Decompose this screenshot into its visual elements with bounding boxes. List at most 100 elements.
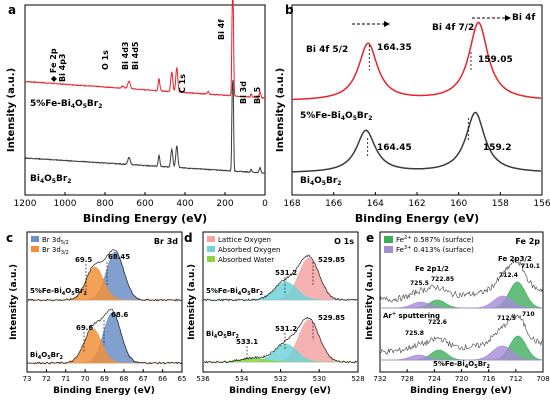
panel-c-legend-1: Br 3d5/2: [42, 236, 69, 246]
panel-a-xlabel: Binding Energy (eV): [83, 212, 207, 225]
panel-a-letter: a: [8, 3, 16, 17]
panel-c-title: Br 3d: [154, 237, 178, 246]
x-tick-label: 708: [536, 375, 549, 383]
panel-c-legend-swatch-1: [31, 236, 39, 242]
x-tick-label: 0: [262, 199, 268, 209]
x-tick-label: 1200: [14, 199, 37, 209]
x-tick-label: 200: [216, 199, 233, 209]
panel-a-annot-c1s: C 1s: [178, 74, 187, 93]
panel-c-label-pure: Bi4O5Br2: [30, 351, 63, 361]
panel-e-value-top-a: 725.5: [410, 280, 429, 287]
panel-d-value-pure-ab: 531.2: [275, 325, 297, 333]
panel-e-label-ar: Ar+ sputtering: [383, 311, 440, 320]
br-envelope-pure: [26, 308, 183, 365]
x-tick-label: 530: [313, 375, 326, 383]
o1s-envelope-fe: [202, 254, 359, 302]
panel-c-value-fe-b: 68.45: [108, 253, 130, 261]
panel-a: a 1200 1000 800 600 400 200 0 Binding Energy (…: [6, 0, 268, 225]
panel-e-xlabel: Binding Energy (eV): [410, 386, 512, 396]
panel-e-title: Fe 2p: [515, 237, 540, 246]
panel-e-label-p12: Fe 2p1/2: [415, 265, 449, 273]
panel-b-label-bi4f52: Bi 4f 5/2: [306, 45, 348, 55]
x-tick-label: 732: [373, 375, 386, 383]
panel-d-title: O 1s: [334, 237, 354, 246]
panel-b-xticks: 168 166 164 162 160 158 156: [283, 192, 550, 209]
panel-e-value-top-d: 710.1: [521, 263, 540, 270]
panel-d-xticks: 536 534 532 530 528: [196, 369, 365, 383]
panel-c-legend-swatch-2: [31, 246, 39, 252]
panel-e-value-bot-c: 712.5: [497, 315, 516, 322]
panel-a-ylabel: Intensity (a.u.): [6, 68, 17, 152]
panel-e-legend-swatch-2: [384, 246, 393, 253]
panel-c: c 73 72 71 70 69 68 67 66 65 Binding Energy (eV)…: [6, 231, 186, 396]
x-tick-label: 1000: [54, 199, 77, 209]
panel-b-value-fe-72: 159.05: [478, 55, 513, 65]
panel-a-pure-spectrum: [24, 79, 266, 174]
panel-a-annot-bi4f: Bi 4f: [217, 19, 226, 40]
fe2p-spectrum-top: [379, 257, 543, 303]
panel-a-annot-o1s: O 1s: [101, 50, 110, 70]
panel-d-peak-markers: [246, 262, 314, 360]
panel-d-label-pure: Bi4O5Br2: [206, 330, 239, 340]
x-tick-label: 72: [42, 375, 51, 383]
panel-e-value-bot-d: 710: [522, 311, 535, 318]
panel-e-label-fe: 5%Fe-Bi4O5Br2: [433, 360, 491, 370]
panel-d-fits: [202, 254, 359, 364]
fe2-fit-top-b: [380, 281, 544, 309]
panel-b-label-fe: 5%Fe-Bi4O5Br2: [300, 111, 372, 122]
panel-b-label-bi4f: Bi 4f: [512, 13, 535, 23]
panel-c-fits: [26, 249, 183, 365]
panel-b-arrow-head-1: [384, 21, 390, 27]
panel-d-value-pure-lat: 529.85: [318, 314, 345, 322]
panel-b-frame: [291, 4, 543, 196]
x-tick-label: 728: [400, 375, 413, 383]
fe3-fit-top-b: [380, 295, 543, 309]
x-tick-label: 600: [136, 199, 153, 209]
panel-a-annot-bi5: Bi 5: [253, 86, 262, 104]
panel-b: b 168 166 164 162 160 158 156 Binding Energy (…: [275, 3, 550, 225]
x-tick-label: 66: [158, 375, 167, 383]
o1s-envelope-pure: [202, 316, 359, 364]
panel-c-letter: c: [6, 231, 13, 245]
panel-e-letter: e: [366, 231, 374, 245]
panel-a-label-pure: Bi4O5Br2: [30, 174, 71, 185]
panel-b-xlabel: Binding Energy (eV): [355, 212, 479, 225]
panel-d-legend-2: Absorbed Oxygen: [218, 246, 280, 254]
panel-c-value-pure-b: 68.6: [111, 311, 128, 319]
panel-a-annot-bi4d3: Bi 4d3: [121, 42, 130, 70]
x-tick-label: 158: [492, 199, 509, 209]
panel-e-ylabel: Intensity (a.u.): [365, 264, 375, 340]
panel-c-peak-markers: [83, 262, 108, 352]
x-tick-label: 716: [482, 375, 496, 383]
panel-a-fe-spectrum: [25, 0, 266, 99]
panel-b-letter: b: [285, 3, 294, 17]
panel-b-value-fe-52: 164.35: [377, 43, 412, 53]
panel-e-legend-2: Fe3+ 0.413% (surface): [396, 245, 474, 254]
panel-a-annot-bi3d: Bi 3d: [239, 81, 248, 104]
panel-a-label-fe: 5%Fe-Bi4O5Br2: [30, 99, 102, 110]
x-tick-label: 528: [351, 375, 364, 383]
panel-e-legend-1: Fe2+ 0.587% (surface): [396, 235, 474, 244]
panel-c-legend-2: Br 3d3/2: [42, 246, 69, 256]
panel-b-arrow-head-2: [505, 15, 511, 21]
panel-d: d 536 534 532 530 528 Binding Energy (eV) In…: [184, 231, 365, 396]
panel-a-xticks: 1200 1000 800 600 400 200 0: [14, 192, 268, 209]
x-tick-label: 800: [96, 199, 113, 209]
panel-c-xlabel: Binding Energy (eV): [53, 386, 155, 396]
br-envelope-fe: [26, 249, 183, 302]
panel-e-value-bot-b: 722.6: [428, 319, 447, 326]
x-tick-label: 67: [139, 375, 148, 383]
panel-e: e 732 728 724 720 716 712 708 Binding Energy (…: [365, 231, 550, 396]
panel-d-legend-3: Absorbed Water: [218, 256, 274, 264]
x-tick-label: 65: [178, 375, 187, 383]
panel-b-ylabel: Intensity (a.u.): [275, 68, 286, 152]
panel-b-value-pure-52: 164.45: [377, 143, 412, 153]
panel-e-label-p32: Fe 2p3/2: [498, 255, 532, 263]
panel-e-fits: [379, 257, 544, 361]
panel-b-arrows: [352, 17, 505, 25]
panel-e-legend-swatch-1: [384, 236, 393, 243]
panel-b-label-bi4f72: Bi 4f 7/2: [432, 23, 474, 33]
panel-b-pure-spectrum: [292, 111, 541, 173]
panel-c-value-fe-a: 69.5: [75, 256, 92, 264]
